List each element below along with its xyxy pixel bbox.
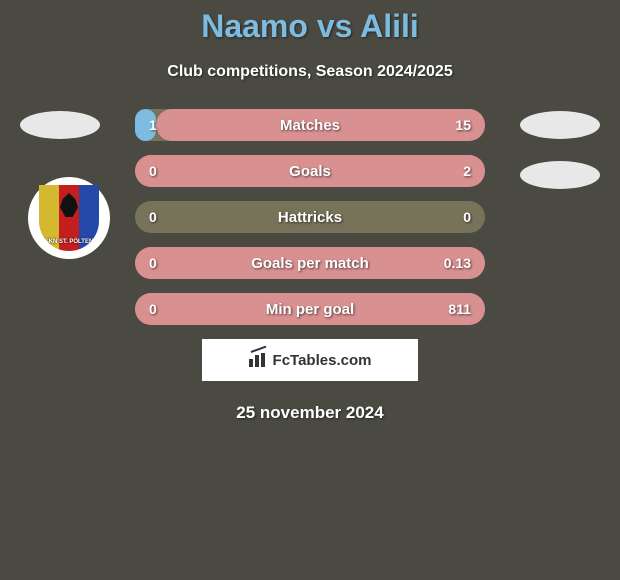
stat-value-right: 2 [463,163,471,179]
stat-value-left: 0 [149,209,157,225]
stat-row: 0 0.13 Goals per match [135,247,485,279]
stat-label: Goals [289,163,331,180]
comparison-card: Naamo vs Alili Club competitions, Season… [0,0,620,423]
stat-value-left: 0 [149,301,157,317]
stat-value-right: 811 [448,301,471,317]
stat-label: Goals per match [251,255,369,272]
stat-row: 0 2 Goals [135,155,485,187]
badge-text: SKN ST. PÖLTEN [45,239,94,245]
comparison-title: Naamo vs Alili [0,8,620,45]
club-badge-shield: SKN ST. PÖLTEN [39,185,99,251]
stat-row: 0 0 Hattricks [135,201,485,233]
stat-row: 1 15 Matches [135,109,485,141]
player-left-avatar-placeholder [20,111,100,139]
badge-wolf-icon [60,193,78,217]
stat-value-right: 0 [463,209,471,225]
stat-value-left: 1 [149,117,157,133]
fctables-branding: FcTables.com [202,339,418,381]
stat-label: Hattricks [278,209,342,226]
stat-value-left: 0 [149,255,157,271]
stat-label: Min per goal [266,301,354,318]
stat-value-right: 0.13 [444,255,471,271]
stat-rows: 1 15 Matches 0 2 Goals 0 0 Hattricks 0 0.13 Goals p… [135,109,485,325]
club-badge-left: SKN ST. PÖLTEN [28,177,110,259]
bar-chart-icon [249,353,267,367]
stat-value-right: 15 [455,117,471,133]
stat-value-left: 0 [149,163,157,179]
stats-area: SKN ST. PÖLTEN 1 15 Matches 0 2 Goals 0 0 Hattri… [0,109,620,325]
stat-label: Matches [280,117,340,134]
comparison-subtitle: Club competitions, Season 2024/2025 [0,63,620,81]
stat-row: 0 811 Min per goal [135,293,485,325]
player-right-avatar-placeholder [520,111,600,139]
fctables-text: FcTables.com [273,352,372,369]
comparison-date: 25 november 2024 [0,403,620,423]
player-right-avatar-placeholder-2 [520,161,600,189]
